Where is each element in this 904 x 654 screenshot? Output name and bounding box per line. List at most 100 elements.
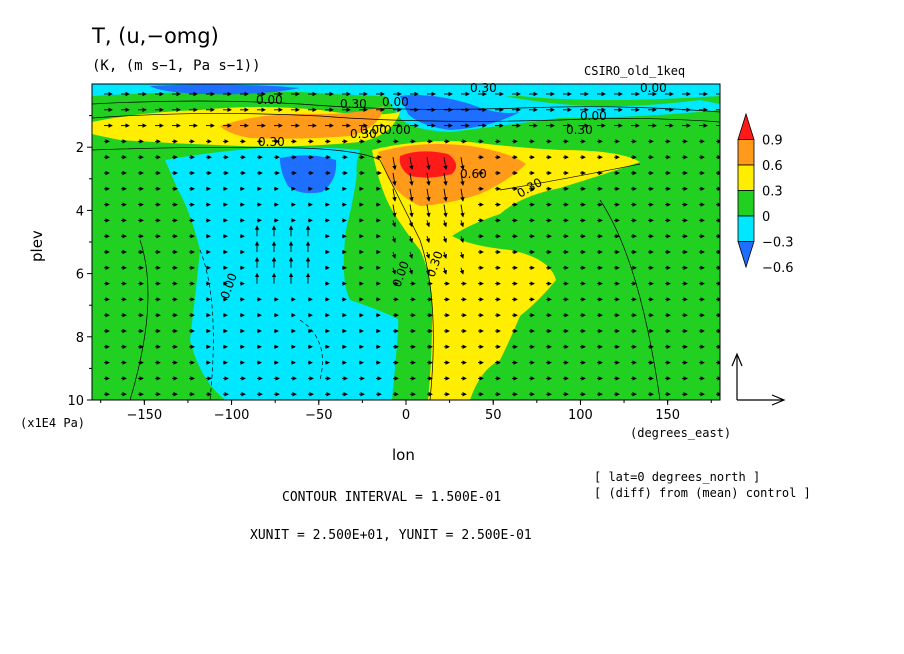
vector-arrow (409, 204, 414, 218)
colorbar-segment (737, 139, 755, 166)
vector-arrow (426, 157, 431, 171)
note-lat: [ lat=0 degrees_north ] (594, 470, 761, 484)
vector-arrow (443, 204, 448, 218)
vector-arrow (426, 204, 431, 218)
colorbar-label: 0.3 (762, 185, 783, 200)
vector-arrow (392, 157, 397, 171)
vector-arrow (460, 172, 465, 186)
contour-line (599, 199, 661, 400)
colorbar-label: 0.9 (762, 134, 783, 149)
y-tick-label: 2 (76, 141, 84, 156)
vector-arrow (409, 172, 414, 186)
contour-label: 0.00 (256, 93, 283, 107)
colorbar-segment (737, 112, 755, 140)
contour-label: 0.30 (340, 97, 367, 111)
vector-arrow (442, 236, 447, 244)
x-unit-label: (degrees_east) (630, 426, 732, 440)
x-tick-label: 100 (568, 408, 593, 423)
colorbar-label: 0 (762, 210, 770, 225)
vector-arrow (391, 220, 396, 228)
colorbar-segment (737, 164, 755, 191)
colorbar-segment (737, 241, 755, 269)
vector-field (104, 91, 720, 397)
contour-label: 0.30 (470, 81, 497, 95)
vector-arrow (408, 220, 413, 228)
colorbar-segment (737, 215, 755, 242)
vector-arrow (460, 188, 465, 202)
vector-arrow (459, 236, 464, 244)
vector-arrow (425, 236, 430, 244)
fill-orange-band (220, 106, 384, 139)
vector-arrow (391, 236, 396, 244)
colorbar-label: −0.6 (762, 261, 794, 276)
vector-arrow (392, 172, 397, 186)
contour-line (129, 239, 149, 400)
vector-arrow (409, 188, 414, 202)
unit-scale: XUNIT = 2.500E+01, YUNIT = 2.500E-01 (250, 528, 532, 543)
fill-green-strip (356, 150, 416, 400)
vector-arrow (392, 204, 397, 218)
vector-arrow (459, 251, 464, 259)
vector-arrow (443, 172, 448, 186)
model-name: CSIRO_old_1keq (584, 64, 686, 78)
fill-blue-left (280, 155, 337, 194)
vector-arrow (409, 157, 414, 171)
vector-arrow (460, 157, 465, 171)
contour-lines (92, 100, 720, 400)
y-tick-label: 10 (67, 394, 84, 409)
vector-arrow (408, 236, 413, 244)
vector-arrow (459, 267, 464, 275)
contour-line (379, 159, 434, 400)
vector-arrow (426, 188, 431, 202)
vector-arrow (443, 188, 448, 202)
chart-title: T, (u,−omg) (92, 24, 219, 48)
contour-labels: 0.00 0.30 0.000.300.300.000.000.300.600.30… (218, 81, 667, 301)
vector-arrow (392, 188, 397, 202)
x-axis: −150 −100 −50 0 50 100 150 (100, 400, 712, 423)
vector-arrow (391, 267, 396, 275)
vector-arrow (442, 251, 447, 259)
y-unit-label: (x1E4 Pa) (20, 416, 86, 430)
contour-label: 0.00 (360, 123, 387, 137)
vector-arrow (425, 267, 430, 275)
vector-arrow (442, 220, 447, 228)
contour-line (92, 113, 720, 123)
colorbar-label: −0.3 (762, 236, 794, 251)
colorbar-segment (737, 190, 755, 217)
y-axis-label: plev (28, 230, 46, 262)
contour-label: 0.30 (350, 127, 377, 141)
vector-arrow (425, 220, 430, 228)
fill-yellow-right (372, 141, 640, 400)
vector-arrow (408, 251, 413, 259)
colorbar-label: 0.6 (762, 159, 783, 174)
x-tick-label: −50 (305, 408, 332, 423)
vector-arrow (460, 204, 465, 218)
vector-arrow (442, 267, 447, 275)
chart-subtitle: (K, (m s−1, Pa s−1)) (92, 58, 261, 74)
x-tick-label: 150 (655, 408, 680, 423)
contour-label: 0.00 (382, 95, 409, 109)
x-tick-label: −100 (214, 408, 250, 423)
y-tick-label: 4 (76, 204, 84, 219)
reference-vector (731, 352, 786, 406)
x-tick-label: −150 (126, 408, 162, 423)
contour-label: 0.30 (258, 135, 285, 149)
contour-label: 0.00 (580, 109, 607, 123)
vector-arrow (459, 220, 464, 228)
contour-interval: CONTOUR INTERVAL = 1.500E-01 (282, 490, 502, 505)
vector-arrow (425, 251, 430, 259)
x-axis-label: lon (392, 446, 415, 464)
contour-line (92, 100, 720, 113)
vector-arrow (391, 251, 396, 259)
y-tick-label: 8 (76, 331, 84, 346)
contour-label: 0.60 (460, 167, 487, 181)
fill-cyan-left (165, 147, 400, 400)
y-tick-label: 6 (76, 268, 84, 283)
contour-label: 0.00 (640, 81, 667, 95)
note-diff: [ (diff) from (mean) control ] (594, 486, 811, 500)
contour-label: 0.00 (384, 123, 411, 137)
vector-arrow (408, 267, 413, 275)
vector-arrow (443, 157, 448, 171)
contour-line (92, 146, 381, 161)
